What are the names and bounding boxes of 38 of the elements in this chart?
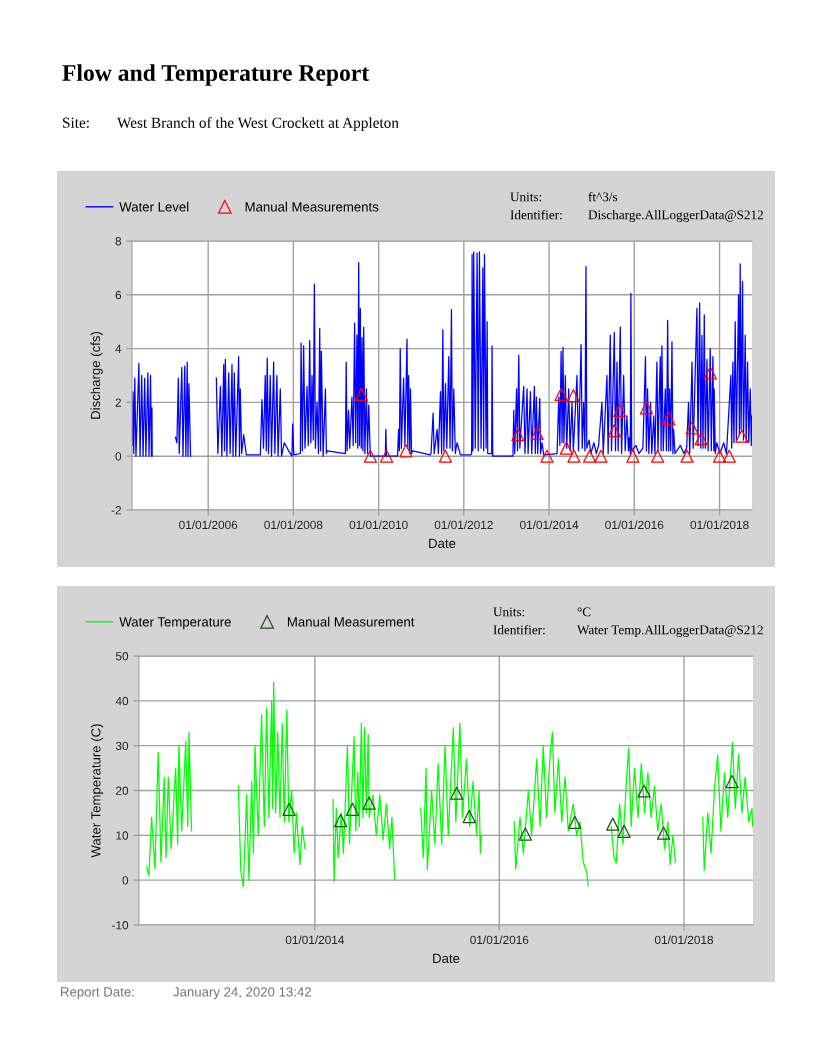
text: Identifier: Discharge.AllLoggerData@S212 [510, 209, 763, 222]
x-tick-label: 01/01/2012 [434, 520, 493, 530]
y-tick-label: 6 [115, 290, 122, 300]
x-tick-label: 01/01/2008 [264, 520, 323, 530]
x-tick-label: 01/01/2018 [654, 935, 714, 945]
x-tick-label: 01/01/2016 [605, 520, 664, 530]
y-tick-label: 50 [115, 652, 129, 661]
text: Units: ft^3/s [510, 191, 618, 202]
x-tick-label: 01/01/2016 [470, 935, 529, 945]
y-tick-label: 2 [115, 398, 121, 407]
y-tick-label: 20 [116, 786, 129, 795]
x-tick-label: 01/01/2014 [285, 935, 345, 945]
y-tick-label: 8 [115, 237, 122, 246]
text: Site: West Branch of the West Crockett at Appleton [63, 116, 399, 132]
x-tick-label: 01/01/2010 [349, 520, 408, 530]
legend-label: Water Level [119, 201, 189, 212]
y-axis-title: Discharge (cfs) [90, 331, 103, 419]
y-tick-label: -2 [111, 506, 121, 515]
x-tick-label: 01/01/2018 [690, 520, 749, 530]
y-tick-label: 4 [115, 344, 122, 353]
y-tick-label: 10 [116, 831, 129, 840]
x-axis-title: Date [429, 538, 456, 549]
chart-title: Flow and Temperature Report [62, 64, 370, 86]
text: Identifier: Water Temp.AllLoggerData@S212 [493, 624, 763, 637]
y-tick-label: 40 [115, 696, 129, 706]
legend-label: Manual Measurement [287, 616, 415, 627]
y-tick-label: 30 [115, 741, 129, 751]
text: Units: °C [493, 607, 591, 617]
y-tick-label: 0 [122, 876, 129, 885]
x-tick-label: 01/01/2014 [520, 520, 579, 530]
legend-label: Manual Measurements [245, 201, 379, 212]
x-tick-label: 01/01/2006 [179, 520, 238, 530]
y-tick-label: 0 [115, 452, 122, 461]
legend-label: Water Temperature [119, 617, 231, 630]
text: Report Date: January 24, 2020 13:42 [61, 987, 311, 1000]
y-tick-label: -10 [112, 921, 129, 930]
x-axis-title: Date [433, 953, 460, 964]
y-axis-title: Water Temperature (C) [90, 724, 104, 858]
